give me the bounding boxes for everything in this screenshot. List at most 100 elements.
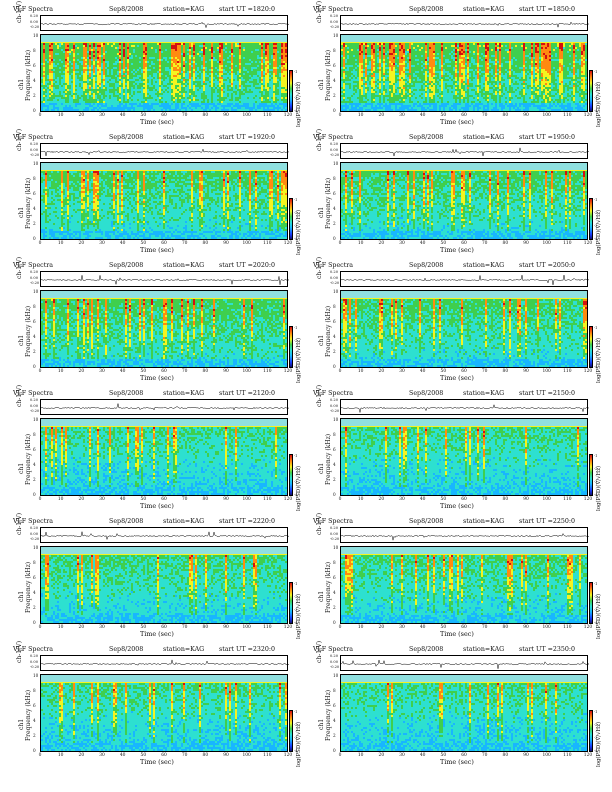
x-tick-label: 60 xyxy=(461,753,467,758)
colorbar xyxy=(589,326,593,368)
waveform-axis-label: ch-1(V) xyxy=(16,1,23,23)
waveform-tick: -0.20 xyxy=(30,665,39,669)
panel-date: Sep8/2008 xyxy=(409,134,443,142)
panel-header: VLF Spectra Sep8/2008 station=KAG start UT … xyxy=(313,134,597,142)
colorbar-tick: -1 xyxy=(594,710,597,714)
y-tick-label: 2 xyxy=(33,221,36,226)
y-tick-label: 4 xyxy=(33,462,36,467)
x-tick-label: 70 xyxy=(482,113,488,118)
waveform-tick: -0.20 xyxy=(30,281,39,285)
panel-station: station=KAG xyxy=(463,518,504,526)
y-tick-label: 0 xyxy=(33,492,36,497)
x-tick-label: 40 xyxy=(120,497,126,502)
colorbar-tick: -1 xyxy=(294,198,297,202)
x-axis-label: Time (sec) xyxy=(140,246,174,254)
x-tick-label: 10 xyxy=(58,753,64,758)
x-tick-label: 120 xyxy=(284,497,292,502)
x-tick-label: 40 xyxy=(120,241,126,246)
panel-header: VLF Spectra Sep8/2008 station=KAG start UT … xyxy=(313,6,597,14)
x-tick-label: 90 xyxy=(523,497,529,502)
y-tick-label: 10 xyxy=(33,161,38,166)
waveform-axis-label: ch-1(V) xyxy=(316,641,323,663)
waveform-axis-label: ch-1(V) xyxy=(16,257,23,279)
colorbar xyxy=(289,70,293,112)
y-axis-channel-label: ch1 xyxy=(318,207,325,218)
panel-station: station=KAG xyxy=(463,646,504,654)
colorbar-tick: -4 xyxy=(294,493,297,497)
x-tick-label: 20 xyxy=(79,113,85,118)
x-tick-label: 100 xyxy=(242,113,250,118)
x-tick-label: 20 xyxy=(379,369,385,374)
panel-station: station=KAG xyxy=(163,262,204,270)
y-axis-channel-label: ch1 xyxy=(18,591,25,602)
x-tick-label: 120 xyxy=(584,625,592,630)
y-tick-label: 2 xyxy=(333,349,336,354)
waveform-tick: 0.20 xyxy=(330,142,338,146)
x-tick-label: 10 xyxy=(358,113,364,118)
x-tick-label: 90 xyxy=(523,369,529,374)
x-tick-label: 110 xyxy=(263,753,271,758)
spectrogram-canvas xyxy=(340,674,588,752)
x-tick-label: 20 xyxy=(379,241,385,246)
x-tick-label: 90 xyxy=(223,241,229,246)
y-tick-label: 10 xyxy=(333,673,338,678)
y-axis-frequency-label: Frequency (kHz) xyxy=(325,690,332,741)
colorbar-tick: -4 xyxy=(594,493,597,497)
panel-station: station=KAG xyxy=(163,390,204,398)
colorbar-tick: -2 xyxy=(294,595,297,599)
waveform-trace xyxy=(340,399,589,415)
waveform-trace xyxy=(40,527,289,543)
x-tick-label: 80 xyxy=(503,625,509,630)
waveform-trace xyxy=(340,655,589,671)
colorbar-label: log(PSD)(V/√Hz) xyxy=(596,594,602,639)
spectrogram-canvas xyxy=(40,546,288,624)
colorbar xyxy=(589,70,593,112)
spectrogram-canvas xyxy=(340,546,588,624)
y-tick-label: 6 xyxy=(33,447,36,452)
y-axis-channel-label: ch1 xyxy=(318,79,325,90)
x-tick-label: 40 xyxy=(120,625,126,630)
x-tick-label: 50 xyxy=(441,241,447,246)
y-axis-frequency-label: Frequency (kHz) xyxy=(325,434,332,485)
x-axis-label: Time (sec) xyxy=(440,758,474,766)
panel-station: station=KAG xyxy=(163,518,204,526)
waveform-tick: -0.20 xyxy=(330,281,339,285)
panel-station: station=KAG xyxy=(463,6,504,14)
panel-header: VLF Spectra Sep8/2008 station=KAG start UT … xyxy=(13,390,297,398)
y-tick-label: 6 xyxy=(33,191,36,196)
x-tick-label: 0 xyxy=(339,241,342,246)
colorbar-tick: -3 xyxy=(294,352,297,356)
x-axis-label: Time (sec) xyxy=(440,246,474,254)
x-tick-label: 80 xyxy=(503,241,509,246)
x-tick-label: 80 xyxy=(503,497,509,502)
x-tick-label: 120 xyxy=(584,369,592,374)
colorbar-tick: -1 xyxy=(294,582,297,586)
y-tick-label: 10 xyxy=(333,417,338,422)
y-axis-frequency-label: Frequency (kHz) xyxy=(25,562,32,613)
y-tick-label: 4 xyxy=(333,206,336,211)
x-tick-label: 120 xyxy=(284,625,292,630)
y-tick-label: 8 xyxy=(333,688,336,693)
colorbar-tick: -3 xyxy=(594,224,597,228)
waveform-axis-label: ch-1(V) xyxy=(316,513,323,535)
panel-date: Sep8/2008 xyxy=(109,646,143,654)
x-tick-label: 110 xyxy=(563,369,571,374)
y-tick-label: 0 xyxy=(333,492,336,497)
colorbar xyxy=(289,454,293,496)
x-tick-label: 50 xyxy=(141,369,147,374)
y-tick-label: 6 xyxy=(33,319,36,324)
x-tick-label: 70 xyxy=(482,753,488,758)
x-tick-label: 10 xyxy=(358,497,364,502)
x-tick-label: 110 xyxy=(263,625,271,630)
x-tick-label: 20 xyxy=(79,497,85,502)
x-tick-label: 70 xyxy=(482,241,488,246)
colorbar-tick: -3 xyxy=(594,608,597,612)
x-tick-label: 50 xyxy=(141,497,147,502)
x-tick-label: 30 xyxy=(99,241,105,246)
x-tick-label: 0 xyxy=(39,625,42,630)
x-tick-label: 90 xyxy=(523,625,529,630)
x-tick-label: 30 xyxy=(399,113,405,118)
x-tick-label: 40 xyxy=(420,241,426,246)
panel-station: station=KAG xyxy=(163,6,204,14)
waveform-tick: 0.00 xyxy=(30,404,38,408)
